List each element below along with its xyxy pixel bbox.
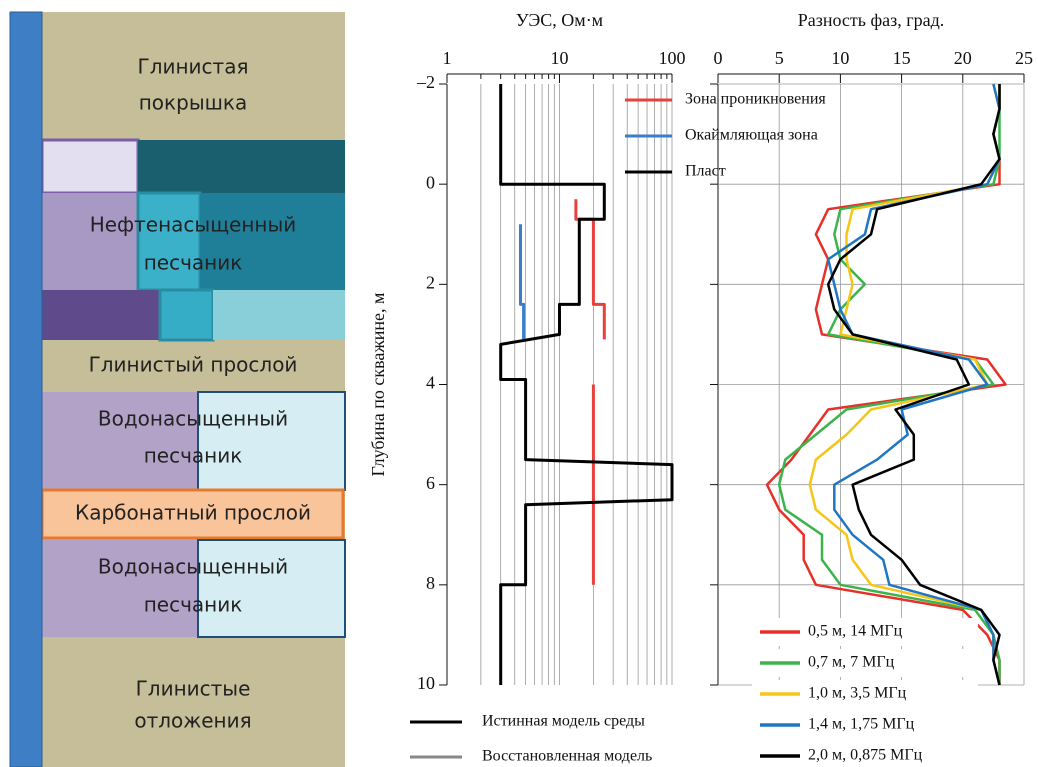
- layer-label: Глинистый прослой: [89, 353, 298, 377]
- x-tick-label: 10: [551, 48, 569, 68]
- y-tick-label: 8: [426, 573, 435, 593]
- x-tick-label: 5: [775, 48, 784, 68]
- y-tick-label: 4: [426, 373, 435, 393]
- x-tick-label: 15: [893, 48, 911, 68]
- layer-label: Глинистые: [136, 677, 251, 701]
- y-tick-label: 6: [426, 473, 435, 493]
- data-line: [777, 84, 1001, 685]
- y-tick-label: 10: [417, 673, 435, 693]
- legend-label: Зона проникновения: [685, 91, 826, 108]
- layer-label: песчаник: [144, 593, 243, 617]
- layer-label: песчаник: [144, 251, 243, 275]
- background: [42, 12, 345, 767]
- block: [42, 193, 138, 290]
- x-tick-label: 1: [443, 48, 452, 68]
- legend-label: 1,4 м, 1,75 МГц: [808, 716, 915, 733]
- block: [42, 392, 198, 490]
- layer-label: Нефтенасыщенный: [90, 213, 297, 237]
- layer-label: покрышка: [139, 91, 248, 115]
- data-line: [826, 84, 1001, 686]
- data-line: [499, 84, 674, 685]
- block: [213, 290, 345, 340]
- layer-label: отложения: [134, 709, 251, 733]
- well: [9, 11, 43, 767]
- geology-column: Глинистая покрышка Нефтенасыщенный песча…: [9, 11, 346, 767]
- y-axis-label: Глубина по скважине, м: [368, 293, 388, 477]
- layer-label: Карбонатный прослой: [75, 501, 311, 525]
- legend-label: Пласт: [685, 163, 726, 180]
- legend-label: 1,0 м, 3,5 МГц: [808, 685, 907, 702]
- y-tick-label: –2: [416, 72, 435, 92]
- layer-label: Водонасыщенный: [98, 407, 288, 431]
- y-tick-label: 0: [426, 172, 435, 192]
- data-line: [574, 199, 606, 585]
- layer-label: Глинистая: [138, 55, 249, 79]
- x-tick-label: 0: [714, 48, 723, 68]
- data-line: [826, 83, 1001, 686]
- block: [136, 191, 202, 292]
- legend-label: 0,5 м, 14 МГц: [808, 623, 903, 640]
- x-tick-label: 25: [1015, 48, 1033, 68]
- block: [197, 391, 346, 491]
- layer-label: песчаник: [144, 444, 243, 468]
- chart-title: УЭС, Ом·м: [516, 10, 603, 30]
- block: [138, 140, 345, 193]
- legend-label: 0,7 м, 7 МГц: [808, 654, 895, 671]
- block: [200, 193, 345, 290]
- y-tick-label: 2: [426, 272, 435, 292]
- block: [197, 539, 346, 638]
- data-line: [519, 224, 526, 340]
- block: [158, 288, 215, 342]
- data-line: [765, 84, 1007, 685]
- legend-label: Истинная модель среды: [482, 713, 645, 730]
- legend-label: Восстановленная модель: [482, 748, 652, 765]
- x-tick-label: 100: [659, 48, 686, 68]
- block: [40, 138, 140, 195]
- legend-label: Окаймляющая зона: [685, 127, 818, 144]
- legend-label: 2,0 м, 0,875 МГц: [808, 747, 923, 764]
- x-tick-label: 10: [831, 48, 849, 68]
- layer-label: Водонасыщенный: [98, 555, 288, 579]
- block: [42, 290, 160, 340]
- block: [42, 540, 198, 637]
- block: [40, 488, 345, 540]
- chart-title: Разность фаз, град.: [798, 10, 945, 30]
- x-tick-label: 20: [954, 48, 972, 68]
